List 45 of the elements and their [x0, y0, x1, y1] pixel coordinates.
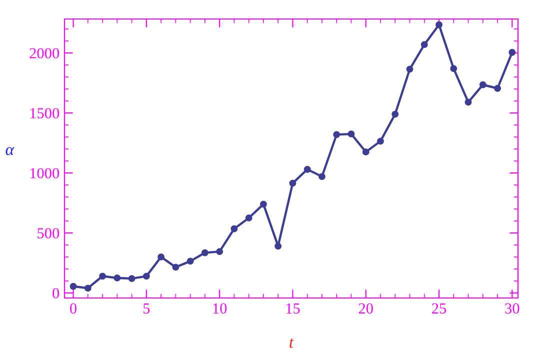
- point: [450, 65, 458, 72]
- point: [142, 272, 150, 280]
- x-tick-label: 25: [432, 303, 446, 314]
- x-tick-label: 10: [213, 303, 227, 314]
- y-tick-label: 1500: [30, 108, 60, 118]
- point: [392, 110, 399, 118]
- point: [304, 166, 311, 173]
- point: [158, 253, 165, 260]
- x-tick-label: 30: [505, 303, 520, 314]
- point: [114, 274, 121, 282]
- point: [274, 242, 282, 250]
- point: [99, 272, 106, 280]
- point: [420, 41, 428, 48]
- point: [494, 84, 501, 92]
- point: [216, 248, 224, 256]
- point: [479, 81, 486, 88]
- point: [362, 148, 370, 156]
- point: [186, 258, 194, 265]
- x-tick-label: 20: [358, 303, 373, 314]
- y-tick-label: 1000: [30, 168, 60, 178]
- point: [70, 282, 77, 290]
- point: [230, 225, 238, 232]
- point: [464, 98, 472, 106]
- point: [84, 284, 92, 292]
- x-tick-label: 0: [70, 303, 77, 314]
- y-axis-title: α: [6, 147, 14, 156]
- y-tick-label: 2000: [30, 48, 60, 58]
- point: [508, 48, 516, 56]
- y-tick-label: 500: [38, 228, 60, 238]
- point: [289, 180, 296, 187]
- point: [128, 275, 136, 282]
- point: [245, 214, 252, 222]
- point: [333, 131, 340, 138]
- x-tick-label: 15: [286, 303, 300, 314]
- x-tick-label: 5: [143, 303, 150, 314]
- point: [436, 21, 442, 28]
- point: [260, 200, 267, 208]
- point: [318, 173, 326, 180]
- y-tick-label: 0: [52, 288, 60, 298]
- x-axis-title: t: [290, 338, 294, 348]
- point: [348, 130, 355, 138]
- point: [406, 66, 414, 73]
- point: [201, 249, 208, 256]
- point: [377, 138, 384, 145]
- point: [172, 264, 180, 271]
